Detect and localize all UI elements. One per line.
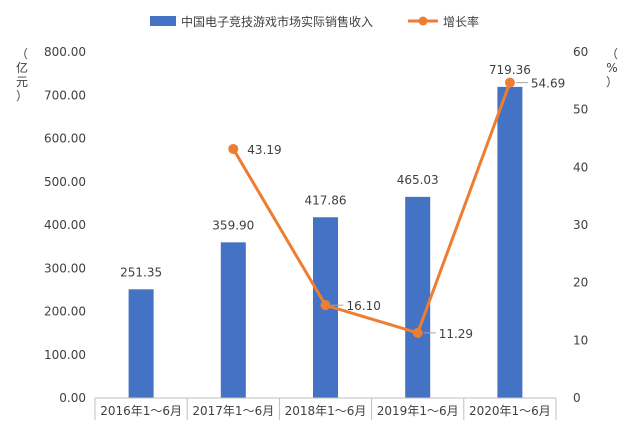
bar — [128, 289, 154, 398]
x-tick-label: 2016年1～6月 — [100, 404, 182, 418]
y-axis-left-title-char: ） — [16, 89, 28, 103]
y-axis-left-title-char: 亿 — [16, 60, 28, 75]
growth-rate-point — [320, 300, 331, 311]
plot-area: 0.00 100.00 200.00 300.00 400.00 500.00 600.00… — [44, 45, 588, 420]
bar-data-label: 465.03 — [397, 173, 439, 187]
line-data-label: 16.10 — [347, 299, 381, 313]
x-tick-label: 2018年1～6月 — [285, 404, 367, 418]
growth-rate-line — [232, 82, 512, 335]
line-data-label: 54.69 — [531, 77, 565, 91]
legend-line-label: 增长率 — [443, 14, 479, 29]
y-left-tick-label: 300.00 — [44, 261, 86, 275]
y-right-tick-label: 20 — [573, 276, 588, 290]
growth-rate-point — [412, 327, 423, 338]
y-axis-right-title-char: （ — [606, 47, 618, 61]
y-axis-right-title: （ % ） — [606, 47, 618, 89]
legend-bar-swatch — [150, 16, 176, 26]
y-axis-right-title-char: % — [606, 61, 617, 75]
y-right-tick-label: 0 — [573, 391, 581, 405]
y-right-tick-label: 50 — [573, 103, 588, 117]
legend: 中国电子竞技游戏市场实际销售收入 增长率 — [150, 14, 479, 29]
bar-data-label: 251.35 — [120, 265, 162, 279]
legend-line-marker — [418, 16, 428, 26]
line-data-label: 43.19 — [247, 143, 281, 157]
growth-rate-point — [504, 77, 515, 88]
x-tick-label: 2019年1～6月 — [377, 404, 459, 418]
y-left-tick-label: 0.00 — [59, 391, 86, 405]
bar — [405, 196, 431, 398]
bar-data-label: 417.86 — [305, 193, 347, 207]
y-left-tick-label: 200.00 — [44, 305, 86, 319]
y-left-tick-label: 500.00 — [44, 175, 86, 189]
y-axis-right-title-char: ） — [606, 75, 618, 89]
bar — [497, 86, 523, 398]
bar-data-label: 359.90 — [212, 218, 254, 232]
y-left-tick-label: 400.00 — [44, 218, 86, 232]
y-right-tick-label: 30 — [573, 218, 588, 232]
x-tick-label: 2020年1～6月 — [469, 404, 551, 418]
x-tick-label: 2017年1～6月 — [192, 404, 274, 418]
y-right-tick-label: 40 — [573, 160, 588, 174]
line-data-label: 11.29 — [439, 327, 473, 341]
y-left-tick-label: 100.00 — [44, 348, 86, 362]
y-axis-left-title-char: 元 — [16, 75, 28, 89]
y-axis-left-title: （ 亿 元 ） — [16, 47, 28, 103]
y-left-tick-label: 700.00 — [44, 88, 86, 102]
bar-data-label: 719.36 — [489, 63, 531, 77]
y-axis-left-title-char: （ — [16, 47, 28, 61]
y-right-tick-label: 60 — [573, 45, 588, 59]
y-left-tick-label: 800.00 — [44, 45, 86, 59]
legend-bar-label: 中国电子竞技游戏市场实际销售收入 — [181, 14, 373, 29]
y-right-tick-label: 10 — [573, 333, 588, 347]
bar — [220, 242, 246, 398]
y-left-tick-label: 600.00 — [44, 132, 86, 146]
growth-rate-point — [228, 143, 239, 154]
